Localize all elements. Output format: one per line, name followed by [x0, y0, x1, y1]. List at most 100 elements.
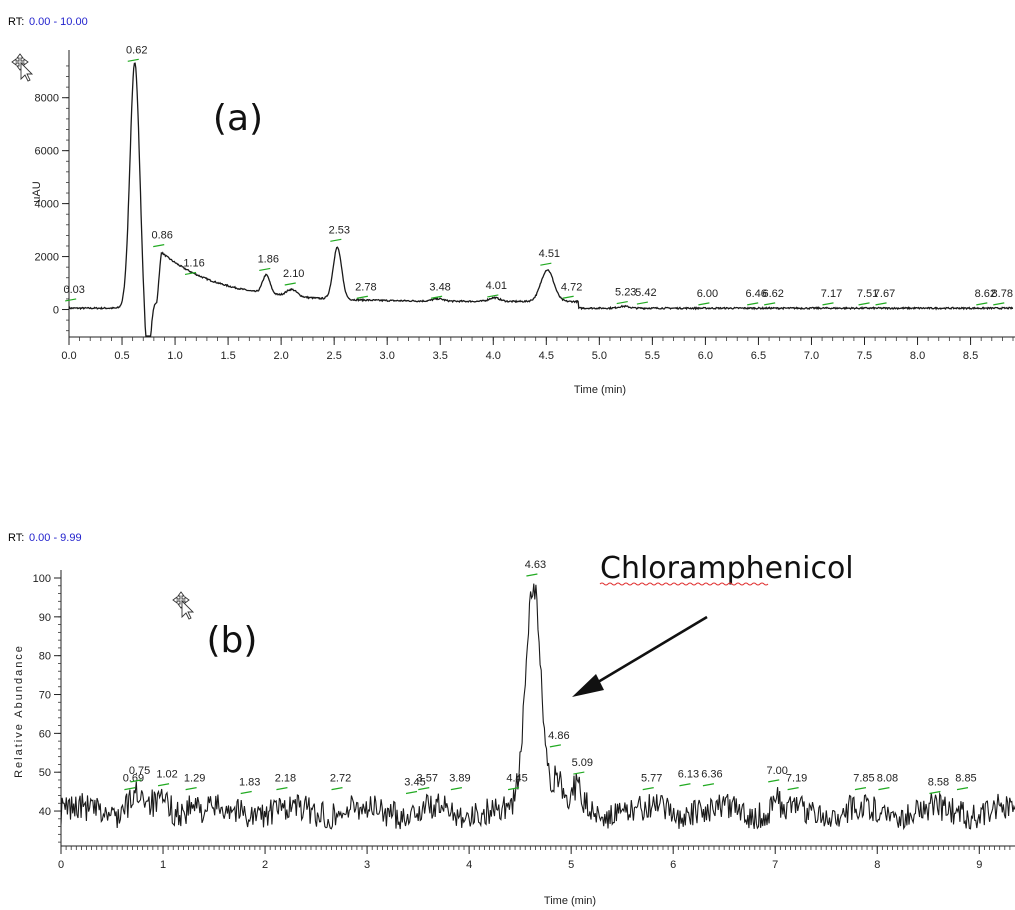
y-tick-label: 4000: [35, 199, 59, 211]
peak-label: 8.78: [992, 288, 1013, 300]
peak-label: 5.09: [572, 757, 593, 769]
peak-marker: [878, 787, 890, 791]
peak-marker: [562, 295, 574, 299]
peak-marker: [768, 779, 780, 783]
panel-b-rt-label: RT:: [8, 532, 24, 544]
x-tick-label: 3.0: [380, 350, 395, 362]
peak-label: 4.72: [561, 281, 582, 293]
peak-marker: [822, 302, 834, 306]
panel-a-peak-labels: 0.03 0.62 0.86 1.16 1.86 2.10 2.53 2.78 3.48 4.01…: [63, 44, 1013, 306]
peak-label: 7.19: [786, 773, 807, 785]
annotation-arrow: [572, 615, 708, 697]
peak-label: 5.42: [635, 287, 656, 299]
peak-marker: [356, 295, 368, 299]
peak-marker: [450, 787, 463, 791]
y-tick-label: 100: [33, 573, 51, 585]
y-tick-label: 70: [39, 690, 51, 702]
peak-label: 5.23: [615, 287, 636, 299]
x-tick-label: 8.0: [910, 350, 925, 362]
x-tick-label: 4.5: [539, 350, 554, 362]
peak-marker: [549, 744, 561, 748]
panel-b-ticks: 0 1 2 3 4 5 6 7 8 9 40 50 60 70 80 90 100: [33, 573, 1011, 871]
panel-b-peak-labels: 0.690.75 1.02 1.29 1.83 2.18 2.72 3.453.57 3.89…: [123, 559, 977, 795]
peak-marker: [240, 790, 252, 795]
peak-marker: [124, 787, 136, 791]
peak-label: 2.53: [329, 224, 350, 236]
peak-label: 7.00: [767, 765, 788, 777]
peak-marker: [185, 787, 197, 791]
y-tick-label: 60: [39, 728, 51, 740]
peak-marker: [702, 783, 715, 787]
panel-b-rt-range: 0.00 - 9.99: [29, 532, 82, 544]
x-tick-label: 9: [976, 859, 982, 871]
peak-label: 8.58: [928, 777, 949, 789]
x-tick-label: 0.0: [61, 350, 76, 362]
x-tick-label: 3.5: [433, 350, 448, 362]
peak-marker: [153, 244, 165, 248]
panel-a-rt-label: RT:: [8, 16, 24, 28]
panel-a-trace: [68, 62, 1014, 337]
peak-label: 2.78: [355, 281, 376, 293]
panel-a-x-axis-label: Time (min): [574, 384, 626, 396]
peak-label: 2.18: [275, 773, 296, 785]
peak-marker: [956, 787, 969, 791]
peak-label: 3.48: [429, 281, 450, 293]
peak-label: 4.45: [506, 773, 527, 785]
peak-label: 7.51: [857, 288, 878, 300]
peak-marker: [540, 262, 552, 266]
peak-marker: [184, 271, 197, 276]
panel-a-label: (a): [213, 98, 263, 139]
x-tick-label: 5.0: [592, 350, 607, 362]
peak-marker: [787, 787, 799, 791]
panel-a-ticks: 0.0 0.5 1.0 1.5 2.0 2.5 3.0 3.5 4.0 4.5 5.0 5.5 6.0 6…: [35, 65, 1014, 362]
peak-marker: [130, 779, 142, 783]
peak-marker: [929, 790, 941, 795]
x-tick-label: 8.5: [963, 350, 978, 362]
x-tick-label: 5.5: [645, 350, 660, 362]
peak-marker: [993, 302, 1005, 306]
peak-marker: [276, 787, 288, 791]
y-tick-label: 8000: [35, 93, 59, 105]
peak-marker: [616, 300, 628, 305]
peak-marker: [747, 302, 759, 306]
x-tick-label: 6.0: [698, 350, 713, 362]
peak-marker: [875, 302, 887, 306]
peak-label: 0.62: [126, 44, 147, 56]
panel-b: RT: 0.00 - 9.99 (b) Chloramphenicol Rela…: [8, 532, 1015, 907]
peak-label: 6.13: [678, 769, 699, 781]
y-tick-label: 80: [39, 651, 51, 663]
peak-label: 8.08: [877, 773, 898, 785]
peak-marker: [507, 787, 520, 791]
peak-marker: [405, 790, 418, 795]
x-tick-label: 7.0: [804, 350, 819, 362]
panel-b-axes: [60, 570, 1015, 847]
panel-b-y-axis-label: Relative Abundance: [13, 644, 25, 778]
x-tick-label: 6.5: [751, 350, 766, 362]
peak-label: 4.51: [539, 248, 560, 260]
peak-marker: [976, 302, 988, 306]
x-tick-label: 6: [670, 859, 676, 871]
peak-label: 6.62: [762, 288, 783, 300]
peak-marker: [65, 298, 77, 302]
x-tick-label: 0.5: [114, 350, 129, 362]
cursor-move-icon: [11, 53, 34, 82]
peak-marker: [854, 787, 867, 791]
peak-label: 1.29: [184, 773, 205, 785]
x-tick-label: 4.0: [486, 350, 501, 362]
x-tick-label: 1: [160, 859, 166, 871]
y-tick-label: 6000: [35, 146, 59, 158]
peak-label: 6.36: [701, 769, 722, 781]
peak-marker: [764, 302, 776, 306]
peak-label: 0.86: [152, 230, 173, 242]
peak-marker: [127, 58, 139, 62]
peak-label: 2.10: [283, 268, 304, 280]
panel-b-x-axis-label: Time (min): [544, 895, 596, 907]
peak-label: 3.45: [404, 777, 425, 789]
x-tick-label: 4: [466, 859, 472, 871]
peak-marker: [330, 238, 342, 242]
peak-label: 7.85: [853, 773, 874, 785]
y-tick-label: 0: [53, 305, 59, 317]
x-tick-label: 0: [58, 859, 64, 871]
peak-label: 3.89: [449, 773, 470, 785]
